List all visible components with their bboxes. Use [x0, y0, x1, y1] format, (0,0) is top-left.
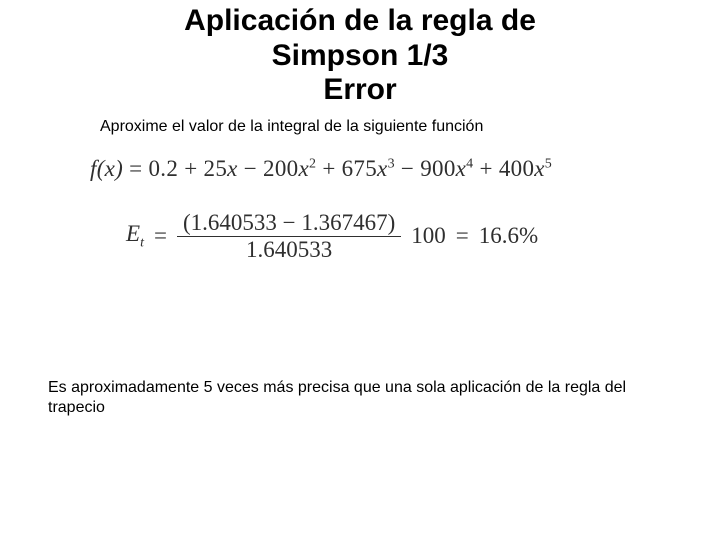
equation-fx: f(x) = 0.2 + 25x − 200x2 + 675x3 − 900x4…: [90, 156, 660, 182]
t4: x: [298, 156, 309, 181]
t10: x: [456, 156, 467, 181]
t1: + 25: [178, 156, 227, 181]
t6: + 675: [316, 156, 377, 181]
equations-region: f(x) = 0.2 + 25x − 200x2 + 675x3 − 900x4…: [0, 146, 720, 263]
title-line-1: Aplicación de la regla de: [184, 4, 536, 37]
et-denominator: 1.640533: [240, 237, 338, 263]
num-open: (: [183, 210, 191, 235]
num-b: 1.367467: [301, 210, 387, 235]
t0: 0.2: [149, 156, 179, 181]
num-minus: −: [277, 210, 301, 235]
t9: − 900: [395, 156, 456, 181]
fx-eq: =: [123, 156, 148, 181]
et-times100: 100: [411, 223, 446, 249]
et-numerator: (1.640533 − 1.367467): [177, 210, 401, 237]
t12: + 400: [473, 156, 534, 181]
t13: x: [534, 156, 545, 181]
equation-error: Et = (1.640533 − 1.367467) 1.640533 100 …: [126, 210, 660, 263]
slide-title: Aplicación de la regla de Simpson 1/3 Er…: [0, 0, 720, 118]
et-symbol: Et: [126, 221, 144, 252]
et-fraction: (1.640533 − 1.367467) 1.640533: [177, 210, 401, 263]
et-sub: t: [140, 235, 144, 250]
t3: − 200: [238, 156, 299, 181]
subtitle-text: Aproxime el valor de la integral de la s…: [0, 118, 720, 146]
et-eq1: =: [154, 223, 167, 249]
num-close: ): [388, 210, 396, 235]
slide: Aplicación de la regla de Simpson 1/3 Er…: [0, 0, 720, 540]
et-e: E: [126, 221, 140, 246]
fx-lhs: f(x): [90, 156, 123, 181]
conclusion-text: Es aproximadamente 5 veces más precisa q…: [48, 378, 672, 418]
t8: 3: [388, 156, 395, 171]
et-eq2: =: [456, 223, 469, 249]
t14: 5: [545, 156, 552, 171]
title-line-3: Error: [323, 73, 396, 106]
t7: x: [377, 156, 388, 181]
t2: x: [227, 156, 238, 181]
title-line-2: Simpson 1/3: [272, 39, 449, 72]
et-result: 16.6%: [479, 223, 538, 249]
num-a: 1.640533: [191, 210, 277, 235]
